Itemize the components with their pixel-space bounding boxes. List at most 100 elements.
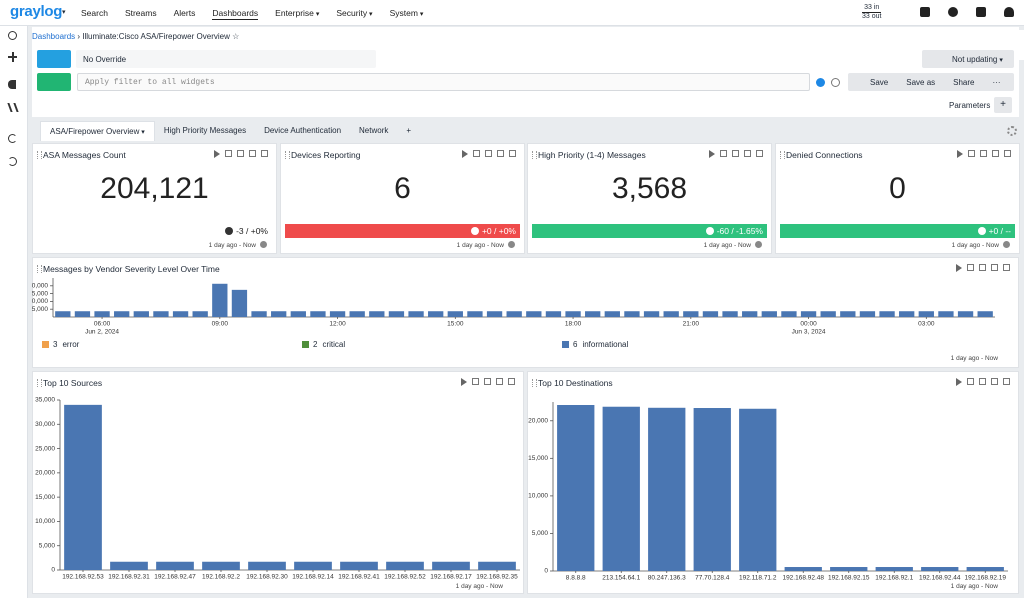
icon-part [509,150,516,157]
bar [739,408,777,571]
variable-icon[interactable] [7,103,19,112]
stat-widget: ASA Messages Count 204,121 -3 / +0% 1 day a… [32,143,277,254]
widget-actions[interactable] [956,378,1010,386]
y-tick-label: 15,000 [528,455,548,462]
icon-part [967,264,974,271]
nav-item[interactable]: System [390,8,424,20]
help-icon[interactable] [508,241,515,248]
nav-item[interactable]: Streams [124,8,157,18]
legend-code: 2 [313,340,318,349]
tab[interactable]: ASA/Firepower Overview [40,121,155,141]
action-button[interactable]: Save as [906,78,936,87]
drag-handle[interactable] [285,151,290,159]
help-icon[interactable] [755,241,762,248]
info-icon[interactable] [8,31,17,40]
widget-actions[interactable] [956,264,1010,272]
home-icon[interactable] [976,7,986,17]
stat-value: 3,568 [611,172,688,205]
bar [506,311,522,317]
stat-widget: Devices Reporting 6 +0 / +0% 1 day ago - No… [280,143,525,254]
stat-value: 0 [889,172,906,205]
x-tick-label: 80.247.136.3 [648,575,686,582]
query-help[interactable] [816,78,825,87]
drag-handle[interactable] [532,379,537,387]
legend-item[interactable]: 6 informational [562,340,822,349]
bar [192,311,208,317]
nav-item[interactable]: Search [81,8,108,18]
drag-handle[interactable] [780,151,785,159]
throughput[interactable]: 33 in 33 out [862,4,882,21]
nav-item[interactable]: Enterprise [275,8,319,20]
bar [683,311,699,317]
x-tick-label: 09:00 [212,321,229,328]
icon-part [732,150,739,157]
y-tick-label: 5,000 [532,530,549,537]
action-button[interactable]: Save [870,78,889,87]
drag-handle[interactable] [37,265,42,273]
settings-icon[interactable] [1007,126,1017,136]
crumb-link[interactable]: Dashboards [32,32,76,41]
x-tick-label: 192.168.92.17 [430,574,472,581]
bar [428,311,444,317]
y-tick-label: 30,000 [35,421,55,428]
help-icon[interactable] [1003,241,1010,248]
bar [172,311,189,317]
legend-item[interactable]: 3 error [42,340,302,349]
widget-time: 1 day ago - Now [950,355,998,362]
drag-handle[interactable] [37,151,42,159]
tab[interactable]: Device Authentication [264,126,342,135]
undo-icon[interactable] [8,134,17,143]
bar [231,289,248,317]
y-tick-label: 10,000 [32,298,48,305]
y-tick-label: 0 [544,568,548,575]
stat-widget: High Priority (1-4) Messages 3,568 -60 / -… [527,143,772,254]
paragraph-icon[interactable] [8,80,16,89]
logo[interactable]: graylog [10,3,63,20]
tab[interactable]: High Priority Messages [163,126,247,135]
notifications-icon[interactable] [920,7,930,17]
icon-part [485,150,492,157]
filter-input[interactable]: Apply filter to all widgets [77,73,810,91]
help-icon[interactable] [260,241,267,248]
nav-item[interactable]: Dashboards [212,8,259,20]
icon-part [473,150,480,157]
widget-actions[interactable] [957,150,1011,158]
parameters[interactable]: Parameters [949,101,991,110]
add-tab[interactable]: + [406,126,412,135]
widget-actions[interactable] [461,378,515,386]
icon-part [979,264,986,271]
icon-part [980,150,987,157]
bar [565,311,581,317]
top-nav: graylog ▾ Search Streams Alerts Dashboards E… [0,0,1024,26]
y-tick-label: 5,000 [32,306,48,313]
nav-item[interactable]: Alerts [173,8,196,18]
x-tick-label: 18:00 [565,321,582,328]
bar [329,311,346,317]
bar [526,311,542,317]
timerange-button[interactable] [37,50,71,68]
widget-time: 1 day ago - Now [950,583,998,590]
bar [977,311,993,317]
widget-actions[interactable] [709,150,763,158]
help-icon[interactable] [948,7,958,17]
tab[interactable]: Network [359,126,389,135]
filter-button[interactable] [37,73,71,91]
icon-part [979,378,986,385]
action-button[interactable]: Share [953,78,975,87]
drag-handle[interactable] [37,379,42,387]
user-icon[interactable] [1004,7,1014,17]
widget-actions[interactable] [462,150,516,158]
refresh-button[interactable]: Not updating [922,50,1014,68]
history[interactable] [831,78,840,87]
nav-item[interactable]: Security [336,8,372,20]
timerange[interactable]: No Override [76,50,376,68]
widget-actions[interactable] [214,150,268,158]
bar [156,561,194,570]
icon-part [508,378,515,385]
drag-handle[interactable] [532,151,537,159]
more-button[interactable]: ··· [992,78,1001,87]
legend-item[interactable]: 2 critical [302,340,562,349]
redo-icon[interactable] [8,157,17,166]
bar [702,311,719,317]
add-parameter[interactable]: + [994,97,1012,113]
